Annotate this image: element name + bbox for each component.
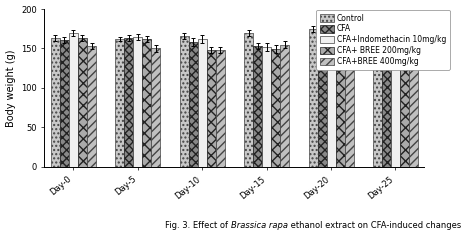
Bar bbox=[134, 37, 142, 167]
Bar bbox=[345, 42, 353, 167]
Legend: Control, CFA, CFA+Indomethacin 10mg/kg, CFA+ BREE 200mg/kg, CFA+BREE 400mg/kg: Control, CFA, CFA+Indomethacin 10mg/kg, … bbox=[316, 10, 450, 70]
Bar bbox=[60, 40, 69, 167]
Bar bbox=[271, 49, 280, 167]
Bar bbox=[152, 49, 160, 167]
Bar bbox=[262, 47, 271, 167]
Bar bbox=[373, 25, 382, 167]
Bar bbox=[116, 39, 124, 167]
Bar bbox=[409, 35, 418, 167]
Bar bbox=[317, 31, 327, 167]
Bar bbox=[51, 38, 60, 167]
Bar bbox=[382, 52, 391, 167]
Bar bbox=[198, 39, 207, 167]
Bar bbox=[335, 47, 345, 167]
Y-axis label: Body weight (g): Body weight (g) bbox=[6, 49, 16, 127]
Bar bbox=[216, 50, 225, 167]
Bar bbox=[142, 39, 152, 167]
Text: Fig. 3. Effect of: Fig. 3. Effect of bbox=[165, 221, 231, 230]
Bar bbox=[87, 46, 96, 167]
Bar bbox=[207, 50, 216, 167]
Bar bbox=[391, 29, 400, 167]
Bar bbox=[69, 33, 78, 167]
Bar bbox=[244, 33, 253, 167]
Bar bbox=[400, 39, 409, 167]
Text: Brassica rapa: Brassica rapa bbox=[231, 221, 288, 230]
Bar bbox=[180, 36, 189, 167]
Bar bbox=[78, 38, 87, 167]
Bar bbox=[327, 49, 335, 167]
Bar bbox=[189, 42, 198, 167]
Bar bbox=[253, 46, 262, 167]
Text: ethanol extract on CFA-induced changes in body weight: ethanol extract on CFA-induced changes i… bbox=[288, 221, 462, 230]
Bar bbox=[124, 38, 134, 167]
Bar bbox=[309, 29, 317, 167]
Bar bbox=[280, 45, 289, 167]
